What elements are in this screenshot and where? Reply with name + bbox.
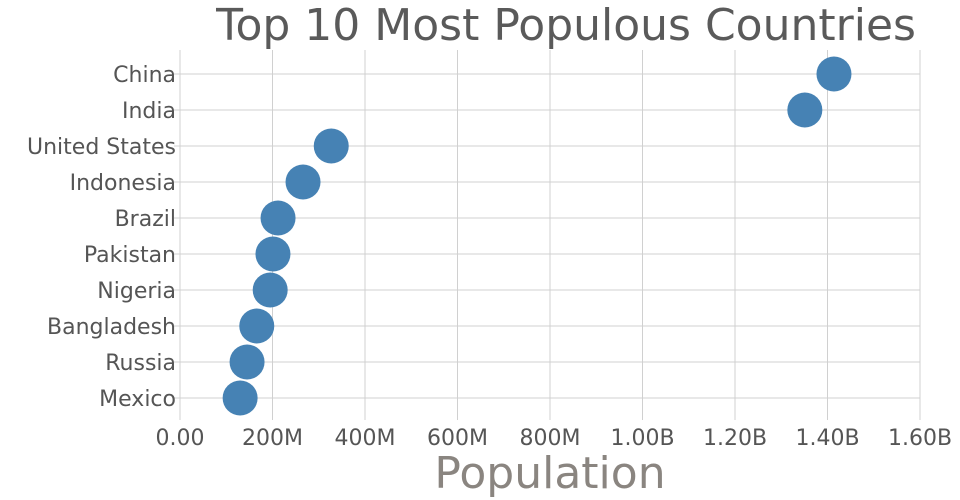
y-tick-label: Indonesia xyxy=(70,171,176,196)
x-axis-label: Population xyxy=(434,448,665,499)
data-point-mexico[interactable] xyxy=(222,380,258,416)
x-tick-label: 1.00B xyxy=(610,426,674,451)
x-tick-labels: 0.00 200M 400M 600M 800M 1.00B 1.20B 1.40B 1.60B xyxy=(156,426,953,451)
y-tick-label: China xyxy=(113,63,176,88)
chart-title: Top 10 Most Populous Countries xyxy=(215,0,916,51)
y-tick-label: Russia xyxy=(105,351,176,376)
data-point-china[interactable] xyxy=(816,56,852,92)
y-tick-label: India xyxy=(122,99,176,124)
y-tick-label: Pakistan xyxy=(84,243,176,268)
y-tick-label: United States xyxy=(27,135,176,160)
data-point-brazil[interactable] xyxy=(260,200,296,236)
y-tick-label: Mexico xyxy=(99,387,176,412)
data-point-bangladesh[interactable] xyxy=(239,308,275,344)
data-point-nigeria[interactable] xyxy=(252,272,288,308)
x-tick-label: 1.60B xyxy=(888,426,952,451)
grid xyxy=(174,50,921,420)
x-tick-label: 400M xyxy=(335,426,396,451)
x-tick-label: 600M xyxy=(427,426,488,451)
x-tick-label: 800M xyxy=(520,426,581,451)
y-tick-label: Bangladesh xyxy=(47,315,176,340)
data-points xyxy=(222,56,852,416)
y-tick-label: Nigeria xyxy=(97,279,176,304)
data-point-united-states[interactable] xyxy=(313,128,349,164)
x-tick-label: 200M xyxy=(242,426,303,451)
y-tick-label: Brazil xyxy=(115,207,176,232)
data-point-india[interactable] xyxy=(787,92,823,128)
y-tick-labels: China India United States Indonesia Brazil Pa… xyxy=(27,63,176,412)
data-point-russia[interactable] xyxy=(229,344,265,380)
data-point-pakistan[interactable] xyxy=(255,236,291,272)
x-tick-label: 1.20B xyxy=(703,426,767,451)
x-tick-label: 1.40B xyxy=(795,426,859,451)
data-point-indonesia[interactable] xyxy=(285,164,321,200)
x-tick-label: 0.00 xyxy=(156,426,205,451)
